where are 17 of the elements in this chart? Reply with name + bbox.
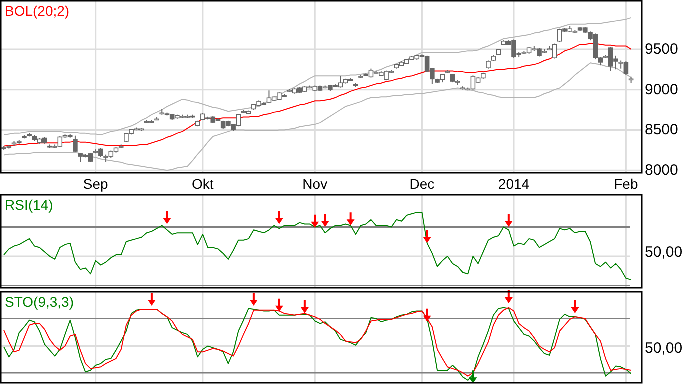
chart-title: STO(9,3,3) xyxy=(5,294,74,310)
y-tick-label: 8000 xyxy=(645,162,678,180)
x-tick-label: Okt xyxy=(192,176,214,192)
y-tick-label: 8500 xyxy=(645,122,678,139)
x-tick-label: Sep xyxy=(83,176,109,192)
y-tick-label: 9500 xyxy=(645,40,678,58)
x-tick-label: Feb xyxy=(614,176,638,192)
y-tick-label: 9000 xyxy=(645,81,678,98)
x-tick-label: Dec xyxy=(410,176,435,192)
x-tick-label: 2014 xyxy=(498,176,530,192)
x-tick-label: Nov xyxy=(302,176,328,192)
line-series xyxy=(4,17,632,136)
chart-title: BOL(20;2) xyxy=(5,3,70,19)
text: 50,00 xyxy=(645,340,683,357)
candlestick xyxy=(73,135,78,153)
text: 50,00 xyxy=(645,244,683,262)
chart-title: RSI(14) xyxy=(5,197,54,213)
